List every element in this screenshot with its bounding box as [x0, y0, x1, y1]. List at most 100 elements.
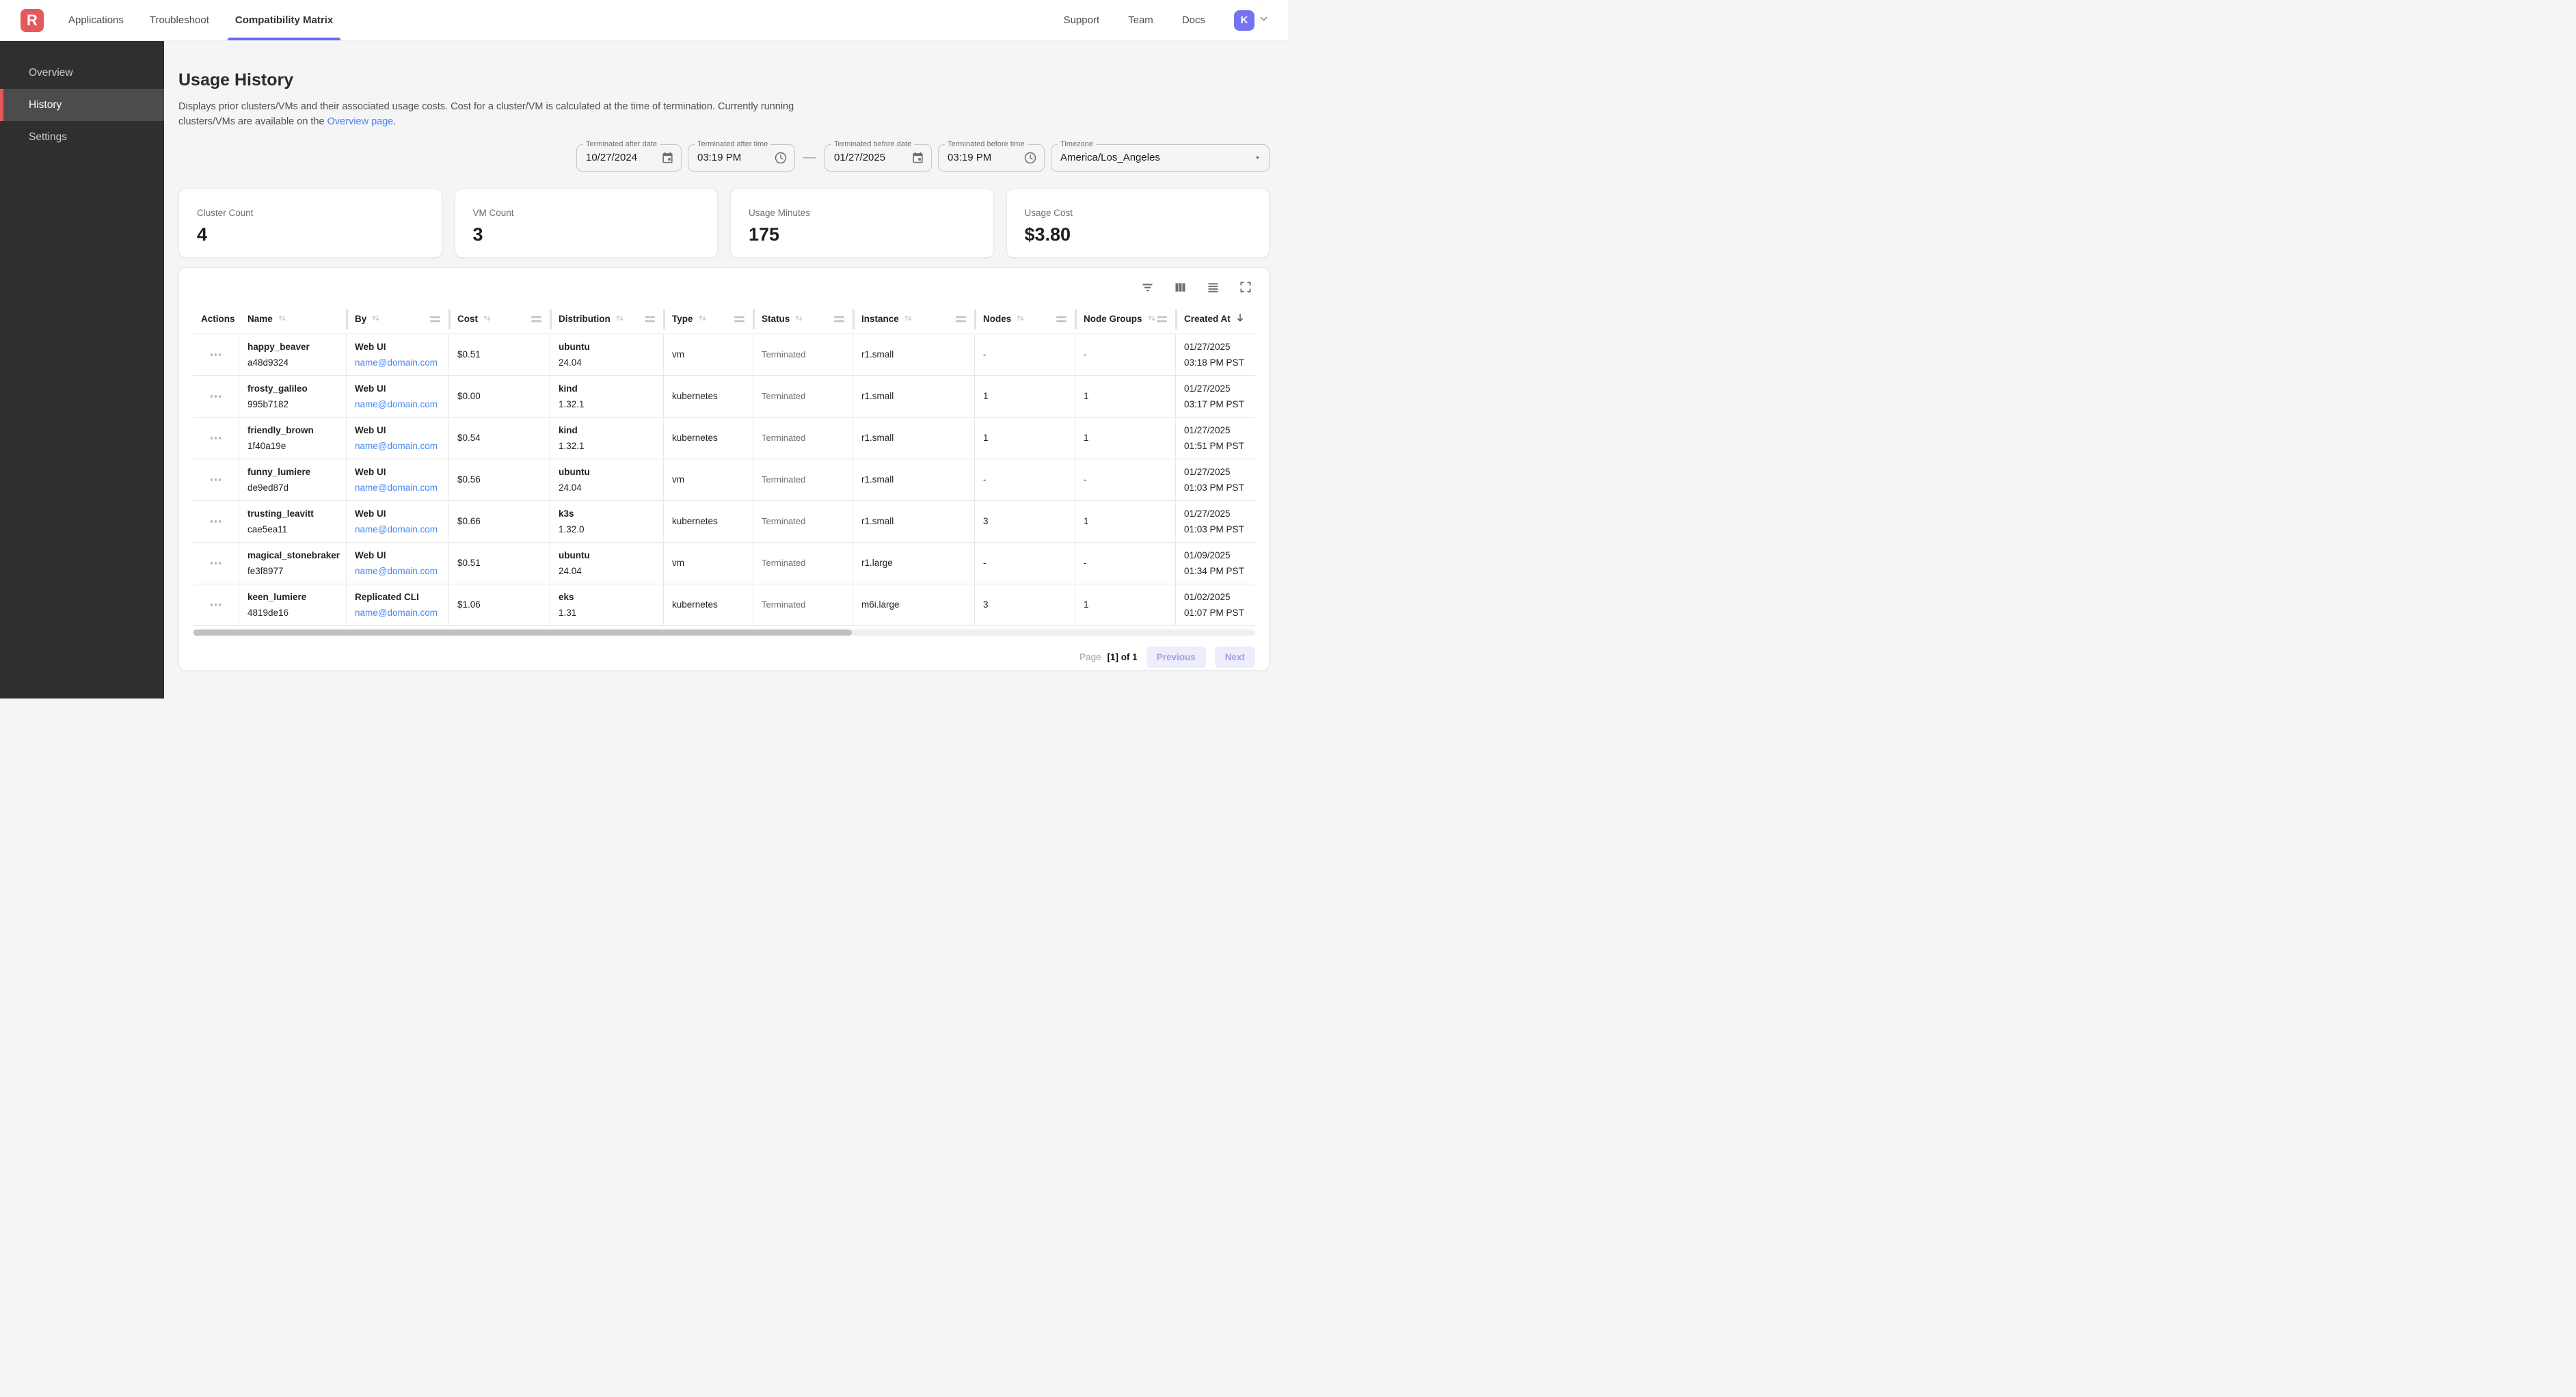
col-header-label: Actions — [201, 314, 235, 324]
column-resize-grip[interactable] — [1056, 316, 1066, 322]
table-row: keen_lumiere4819de16Replicated CLIname@d… — [193, 584, 1255, 626]
toolbar-filter-button[interactable] — [1140, 280, 1155, 297]
field-value[interactable]: 10/27/2024 — [586, 152, 656, 163]
terminated-before-time-field[interactable]: Terminated before time 03:19 PM — [938, 144, 1045, 172]
col-header-distribution[interactable]: Distribution — [550, 305, 664, 334]
primary-nav: ApplicationsTroubleshootCompatibility Ma… — [55, 0, 346, 40]
column-resize-grip[interactable] — [645, 316, 655, 322]
cell-created-at: 01/27/202503:17 PM PST — [1176, 376, 1255, 417]
col-header-type[interactable]: Type — [664, 305, 753, 334]
user-menu[interactable]: K — [1234, 10, 1270, 31]
cell-distribution-secondary: 1.32.0 — [559, 524, 663, 534]
col-header-created-at[interactable]: Created At — [1176, 305, 1255, 334]
col-header-status[interactable]: Status — [753, 305, 853, 334]
row-actions-button[interactable] — [208, 474, 224, 485]
cell-instance: r1.small — [853, 334, 975, 375]
sidebar-item-history[interactable]: History — [0, 89, 164, 121]
cell-name: happy_beavera48d9324 — [239, 334, 347, 375]
field-value[interactable]: 01/27/2025 — [834, 152, 906, 163]
column-resize-grip[interactable] — [1157, 316, 1167, 322]
cell-type: kubernetes — [664, 501, 753, 542]
tab-troubleshoot[interactable]: Troubleshoot — [137, 0, 222, 40]
calendar-icon[interactable] — [661, 151, 674, 164]
cell-by-primary: Web UI — [355, 383, 448, 394]
toolbar-columns-button[interactable] — [1173, 280, 1188, 297]
calendar-icon[interactable] — [911, 151, 924, 164]
email-link[interactable]: name@domain.com — [355, 608, 448, 618]
overview-page-link[interactable]: Overview page — [327, 116, 394, 127]
email-link[interactable]: name@domain.com — [355, 566, 448, 576]
col-header-by[interactable]: By — [347, 305, 449, 334]
cell-status: Terminated — [753, 543, 853, 584]
sidebar-item-overview[interactable]: Overview — [0, 57, 164, 89]
cell-created-at-secondary: 03:17 PM PST — [1184, 399, 1255, 409]
column-resize-grip[interactable] — [734, 316, 744, 322]
horizontal-scrollbar[interactable] — [193, 629, 1255, 636]
column-resize-grip[interactable] — [531, 316, 541, 322]
nav-link-team[interactable]: Team — [1128, 14, 1153, 26]
previous-button[interactable]: Previous — [1146, 647, 1206, 668]
cell-distribution-primary: kind — [559, 383, 663, 394]
col-header-node-groups[interactable]: Node Groups — [1075, 305, 1176, 334]
tab-applications[interactable]: Applications — [55, 0, 137, 40]
field-value[interactable]: 03:19 PM — [948, 152, 1018, 163]
columns-icon — [1173, 280, 1188, 297]
stat-label: Cluster Count — [197, 208, 442, 218]
field-value[interactable]: America/Los_Angeles — [1060, 152, 1248, 163]
toolbar-fullscreen-button[interactable] — [1239, 280, 1252, 296]
col-header-name[interactable]: Name — [239, 305, 347, 334]
cell-name-primary: trusting_leavitt — [247, 508, 346, 519]
terminated-before-date-field[interactable]: Terminated before date 01/27/2025 — [824, 144, 932, 172]
cell-nodes: 1 — [975, 418, 1075, 459]
cell-by: Web UI name@domain.com — [347, 376, 449, 417]
email-link[interactable]: name@domain.com — [355, 483, 448, 493]
column-resize-grip[interactable] — [430, 316, 440, 322]
toolbar-density-button[interactable] — [1206, 280, 1220, 297]
cell-created-at: 01/27/202501:03 PM PST — [1176, 501, 1255, 542]
scrollbar-thumb[interactable] — [193, 629, 852, 636]
cell-nodes: 3 — [975, 584, 1075, 625]
tab-compatibility-matrix[interactable]: Compatibility Matrix — [222, 0, 346, 40]
filters-bar: Terminated after date 10/27/2024 Termina… — [178, 144, 1270, 172]
column-resize-grip[interactable] — [834, 316, 844, 322]
terminated-after-date-field[interactable]: Terminated after date 10/27/2024 — [576, 144, 682, 172]
cell-by: Replicated CLIname@domain.com — [347, 584, 449, 625]
clock-icon[interactable] — [774, 151, 788, 165]
clock-icon[interactable] — [1023, 151, 1037, 165]
cell-created-at-secondary: 03:18 PM PST — [1184, 357, 1255, 368]
timezone-select[interactable]: Timezone America/Los_Angeles — [1051, 144, 1270, 172]
next-button[interactable]: Next — [1215, 647, 1255, 668]
col-header-cost[interactable]: Cost — [449, 305, 550, 334]
cell-name: keen_lumiere4819de16 — [239, 584, 347, 625]
email-link[interactable]: name@domain.com — [355, 524, 448, 534]
email-link[interactable]: name@domain.com — [355, 441, 448, 451]
field-value[interactable]: 03:19 PM — [697, 152, 768, 163]
col-header-nodes[interactable]: Nodes — [975, 305, 1075, 334]
column-resize-grip[interactable] — [956, 316, 966, 322]
cell-actions — [193, 543, 239, 584]
row-actions-button[interactable] — [208, 433, 224, 444]
row-actions-button[interactable] — [208, 391, 224, 402]
row-actions-button[interactable] — [208, 558, 224, 569]
nav-link-support[interactable]: Support — [1064, 14, 1100, 26]
sidebar-item-settings[interactable]: Settings — [0, 121, 164, 153]
nav-link-docs[interactable]: Docs — [1182, 14, 1205, 26]
cell-distribution-secondary: 1.32.1 — [559, 441, 663, 451]
cell-instance: r1.small — [853, 501, 975, 542]
cell-actions — [193, 418, 239, 459]
cell-instance-text: r1.small — [861, 391, 974, 401]
row-actions-button[interactable] — [208, 516, 224, 527]
email-link[interactable]: name@domain.com — [355, 357, 448, 368]
replicated-logo[interactable]: R — [21, 9, 44, 32]
dropdown-arrow-icon[interactable] — [1253, 153, 1262, 162]
terminated-after-time-field[interactable]: Terminated after time 03:19 PM — [688, 144, 795, 172]
chevron-down-icon[interactable] — [1258, 13, 1270, 27]
row-actions-button[interactable] — [208, 349, 224, 360]
main-content: Usage History Displays prior clusters/VM… — [164, 41, 1288, 698]
cell-distribution: ubuntu24.04 — [550, 459, 664, 500]
col-header-instance[interactable]: Instance — [853, 305, 975, 334]
email-link[interactable]: name@domain.com — [355, 399, 448, 409]
user-avatar[interactable]: K — [1234, 10, 1255, 31]
row-actions-button[interactable] — [208, 599, 224, 610]
cell-by: Web UIname@domain.com — [347, 501, 449, 542]
